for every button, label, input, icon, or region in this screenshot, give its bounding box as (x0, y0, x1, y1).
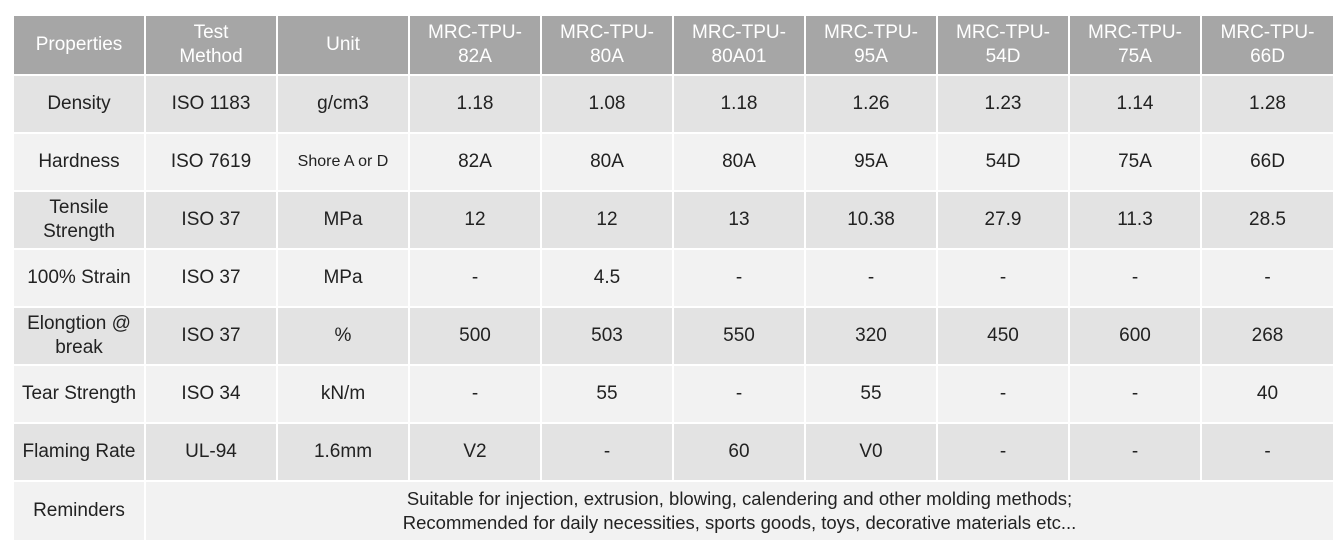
unit: g/cm3 (277, 75, 409, 133)
table-row: 100% Strain ISO 37 MPa -4.5- - - - - (13, 249, 1334, 307)
header-product: MRC-TPU-54D (937, 15, 1069, 75)
value-cell: - (541, 423, 673, 481)
table-row: Hardness ISO 7619 Shore A or D 82A 80A 80A 95A… (13, 133, 1334, 191)
value-cell: 1.28 (1201, 75, 1334, 133)
value-cell: 320 (805, 307, 937, 365)
unit: Shore A or D (277, 133, 409, 191)
value-cell: 4.5 (541, 249, 673, 307)
test-method: ISO 34 (145, 365, 277, 423)
value-cell: 1.14 (1069, 75, 1201, 133)
unit: % (277, 307, 409, 365)
value-cell: 28.5 (1201, 191, 1334, 249)
value-cell: 11.3 (1069, 191, 1201, 249)
value-cell: 450 (937, 307, 1069, 365)
reminder-line: Suitable for injection, extrusion, blowi… (148, 487, 1331, 511)
value-cell: 500 (409, 307, 541, 365)
unit: kN/m (277, 365, 409, 423)
value-cell: 12 (541, 191, 673, 249)
value-cell: 268 (1201, 307, 1334, 365)
property-name: 100% Strain (13, 249, 145, 307)
value-cell: 600 (1069, 307, 1201, 365)
header-product: MRC-TPU-66D (1201, 15, 1334, 75)
header-unit: Unit (277, 15, 409, 75)
value-cell: 80A (541, 133, 673, 191)
test-method: ISO 37 (145, 191, 277, 249)
value-cell: V2 (409, 423, 541, 481)
value-cell: 54D (937, 133, 1069, 191)
test-method: ISO 37 (145, 307, 277, 365)
header-product: MRC-TPU-80A (541, 15, 673, 75)
value-cell: - (409, 249, 541, 307)
value-cell: 80A (673, 133, 805, 191)
value-cell: - (937, 423, 1069, 481)
value-cell: - (673, 249, 805, 307)
properties-table: Properties Test Method Unit MRC-TPU-82A … (12, 14, 1335, 542)
header-product: MRC-TPU-80A01 (673, 15, 805, 75)
test-method: ISO 7619 (145, 133, 277, 191)
value-cell: 60 (673, 423, 805, 481)
value-cell: 1.08 (541, 75, 673, 133)
value-cell: - (673, 365, 805, 423)
header-properties: Properties (13, 15, 145, 75)
header-product: MRC-TPU-75A (1069, 15, 1201, 75)
header-product: MRC-TPU-95A (805, 15, 937, 75)
value-cell: - (805, 249, 937, 307)
header-test-method: Test Method (145, 15, 277, 75)
value-cell: 10.38 (805, 191, 937, 249)
property-name: Tear Strength (13, 365, 145, 423)
spec-table-container: Properties Test Method Unit MRC-TPU-82A … (12, 14, 1333, 542)
value-cell: - (937, 365, 1069, 423)
value-cell: 1.18 (673, 75, 805, 133)
reminders-row: Reminders Suitable for injection, extrus… (13, 481, 1334, 541)
value-cell: - (409, 365, 541, 423)
value-cell: - (1201, 249, 1334, 307)
header-row: Properties Test Method Unit MRC-TPU-82A … (13, 15, 1334, 75)
value-cell: 1.18 (409, 75, 541, 133)
value-cell: 66D (1201, 133, 1334, 191)
reminders-text: Suitable for injection, extrusion, blowi… (145, 481, 1334, 541)
value-cell: - (1069, 249, 1201, 307)
table-row: Density ISO 1183 g/cm3 1.18 1.08 1.18 1.26 1.23… (13, 75, 1334, 133)
table-row: Tensile Strength ISO 37 MPa 12 12 13 10.38 27.9… (13, 191, 1334, 249)
reminders-label: Reminders (13, 481, 145, 541)
value-cell: 1.26 (805, 75, 937, 133)
unit: MPa (277, 191, 409, 249)
value-cell: V0 (805, 423, 937, 481)
header-product: MRC-TPU-82A (409, 15, 541, 75)
value-cell: 95A (805, 133, 937, 191)
test-method: UL-94 (145, 423, 277, 481)
value-cell: - (1201, 423, 1334, 481)
unit: 1.6mm (277, 423, 409, 481)
test-method: ISO 37 (145, 249, 277, 307)
value-cell: - (1069, 423, 1201, 481)
property-name: Hardness (13, 133, 145, 191)
property-name: Tensile Strength (13, 191, 145, 249)
table-row: Tear Strength ISO 34 kN/m -55-55- -40 (13, 365, 1334, 423)
value-cell: 13 (673, 191, 805, 249)
value-cell: - (1069, 365, 1201, 423)
value-cell: 503 (541, 307, 673, 365)
property-name: Flaming Rate (13, 423, 145, 481)
value-cell: 75A (1069, 133, 1201, 191)
test-method: ISO 1183 (145, 75, 277, 133)
value-cell: 40 (1201, 365, 1334, 423)
value-cell: 27.9 (937, 191, 1069, 249)
value-cell: 1.23 (937, 75, 1069, 133)
unit: MPa (277, 249, 409, 307)
property-name: Density (13, 75, 145, 133)
reminder-line: Recommended for daily necessities, sport… (148, 511, 1331, 535)
value-cell: 550 (673, 307, 805, 365)
value-cell: 82A (409, 133, 541, 191)
table-row: Flaming Rate UL-94 1.6mm V2-60 V0- - - (13, 423, 1334, 481)
value-cell: 55 (805, 365, 937, 423)
value-cell: 55 (541, 365, 673, 423)
value-cell: - (937, 249, 1069, 307)
table-row: Elongtion @ break ISO 37% 500 503 550 320 450 6… (13, 307, 1334, 365)
value-cell: 12 (409, 191, 541, 249)
property-name: Elongtion @ break (13, 307, 145, 365)
